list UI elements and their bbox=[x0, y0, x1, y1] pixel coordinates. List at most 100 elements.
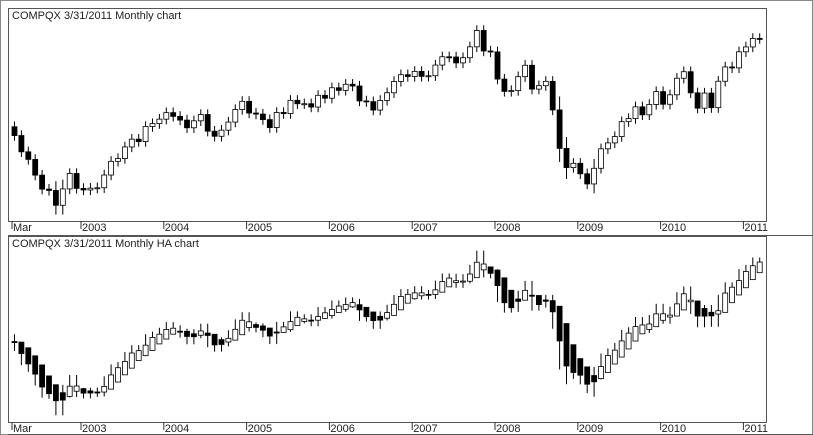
candle-body bbox=[322, 312, 328, 319]
candle-body bbox=[439, 281, 446, 293]
candle-body bbox=[756, 38, 763, 40]
candle-body bbox=[322, 94, 328, 99]
candle-body bbox=[266, 119, 273, 128]
candle-body bbox=[335, 87, 342, 91]
x-tick-label: Mar bbox=[13, 222, 32, 234]
candle-body bbox=[667, 94, 673, 105]
candle-body bbox=[694, 92, 701, 109]
x-tick-label: 2010 bbox=[662, 423, 686, 435]
candle-body bbox=[466, 273, 473, 282]
candle-body bbox=[177, 115, 184, 121]
candle-body bbox=[736, 51, 742, 69]
candle-body bbox=[25, 151, 32, 160]
candle-body bbox=[53, 384, 59, 402]
candle-body bbox=[646, 323, 653, 330]
plot-border bbox=[8, 236, 767, 423]
candle-body bbox=[694, 300, 701, 317]
candle-body bbox=[736, 280, 742, 296]
candle-body bbox=[743, 46, 749, 53]
candle-body bbox=[287, 321, 294, 331]
candle-body bbox=[425, 75, 432, 78]
candle-body bbox=[397, 74, 404, 82]
candle-body bbox=[232, 109, 239, 123]
candle-body bbox=[128, 352, 135, 369]
candle-body bbox=[432, 64, 439, 77]
candle-body bbox=[308, 319, 315, 322]
candle-body bbox=[384, 312, 391, 319]
candle-body bbox=[625, 118, 632, 123]
x-tick-label: 2006 bbox=[330, 222, 354, 234]
candle-body bbox=[149, 123, 156, 127]
candle-body bbox=[411, 70, 418, 77]
candle-body bbox=[197, 114, 204, 122]
candle-body bbox=[349, 302, 356, 308]
x-tick-label: 2006 bbox=[330, 423, 354, 435]
candle-body bbox=[501, 277, 508, 304]
candle-body bbox=[246, 100, 253, 114]
candle-body bbox=[605, 142, 611, 150]
candle-body bbox=[508, 90, 515, 92]
x-tick-label: 2011 bbox=[744, 423, 768, 435]
candle-body bbox=[687, 299, 694, 303]
candle-body bbox=[253, 324, 259, 328]
candle-body bbox=[197, 330, 204, 336]
candle-body bbox=[639, 106, 646, 116]
candle-body bbox=[542, 299, 549, 302]
candle-body bbox=[73, 385, 80, 392]
candle-body bbox=[87, 187, 94, 191]
candle-body bbox=[570, 344, 577, 373]
candle-body bbox=[729, 66, 735, 69]
candle-body bbox=[225, 121, 232, 131]
candle-body bbox=[163, 328, 170, 340]
candle-body bbox=[515, 298, 522, 302]
chart-title: COMPQX 3/31/2011 Monthly chart bbox=[12, 10, 181, 22]
candle-body bbox=[149, 337, 156, 351]
candle-body bbox=[466, 46, 473, 59]
candle-body bbox=[315, 316, 322, 321]
candle-body bbox=[170, 112, 177, 117]
candle-body bbox=[667, 314, 673, 318]
candle-body bbox=[715, 80, 722, 109]
candle-body bbox=[584, 366, 591, 385]
candle-body bbox=[259, 325, 266, 331]
candle-body bbox=[87, 390, 94, 394]
candle-body bbox=[577, 358, 584, 376]
candle-body bbox=[501, 78, 508, 92]
candle-body bbox=[142, 344, 149, 357]
candle-body bbox=[80, 187, 87, 191]
candle-body bbox=[308, 103, 315, 108]
candle-body bbox=[94, 391, 101, 394]
candle-body bbox=[266, 327, 273, 337]
x-tick-label: 2004 bbox=[165, 423, 189, 435]
candle-body bbox=[473, 261, 480, 279]
x-tick-label: Mar bbox=[13, 423, 32, 435]
x-tick-label: 2010 bbox=[662, 222, 686, 234]
candle-body bbox=[618, 340, 625, 358]
x-tick-label: 2007 bbox=[413, 222, 437, 234]
candle-body bbox=[529, 64, 535, 90]
x-tick-label: 2009 bbox=[579, 222, 603, 234]
candle-body bbox=[542, 80, 549, 87]
candle-body bbox=[328, 87, 335, 99]
candle-body bbox=[363, 100, 370, 103]
candle-body bbox=[473, 30, 480, 48]
candle-body bbox=[460, 57, 466, 64]
candle-body bbox=[204, 332, 211, 336]
candle-body bbox=[536, 85, 542, 90]
candle-body bbox=[439, 56, 446, 66]
x-tick-label: 2005 bbox=[248, 222, 272, 234]
candle-body bbox=[749, 38, 756, 48]
candle-body bbox=[653, 313, 660, 328]
candle-body bbox=[508, 289, 515, 309]
candle-body bbox=[73, 173, 80, 189]
candle-body bbox=[239, 319, 246, 336]
candle-body bbox=[598, 366, 604, 380]
candle-body bbox=[66, 173, 73, 190]
candle-body bbox=[66, 385, 73, 397]
candle-body bbox=[211, 130, 218, 137]
candle-body bbox=[122, 361, 128, 376]
x-tick-label: 2003 bbox=[82, 423, 106, 435]
candle-body bbox=[377, 100, 384, 111]
candle-body bbox=[453, 280, 460, 283]
candle-body bbox=[756, 261, 763, 274]
